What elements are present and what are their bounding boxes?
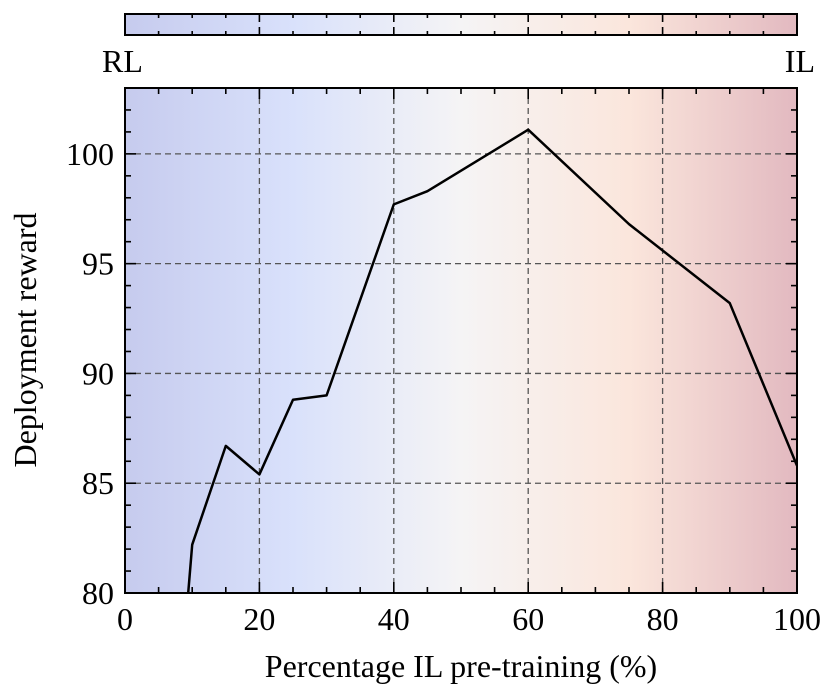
x-tick-label: 60 [512,601,544,637]
series-line [186,128,797,593]
x-tick-label: 80 [647,601,679,637]
x-tick-label: 40 [378,601,410,637]
plot-background [125,88,797,593]
gradient-bar-left-label: RL [102,43,143,79]
x-axis-title: Percentage IL pre-training (%) [265,648,657,684]
y-tick-label: 85 [82,465,114,501]
y-tick-labels: 80 85 90 95 100 [66,136,114,611]
gradient-bar: RL IL [102,13,815,79]
y-tick-label: 95 [82,246,114,282]
gradient-bar-ticks [124,14,798,35]
x-tick-label: 0 [117,601,133,637]
grid [125,88,797,593]
y-tick-label: 100 [66,136,114,172]
series-group [186,128,797,593]
plot-frame [124,87,798,594]
y-axis-title: Deployment reward [7,212,43,467]
y-tick-label: 80 [82,575,114,611]
gradient-bar-right-label: IL [785,43,815,79]
x-tick-label: 100 [773,601,821,637]
x-tick-labels: 0 20 40 60 80 100 [117,601,821,637]
y-tick-label: 90 [82,355,114,391]
x-tick-label: 20 [243,601,275,637]
